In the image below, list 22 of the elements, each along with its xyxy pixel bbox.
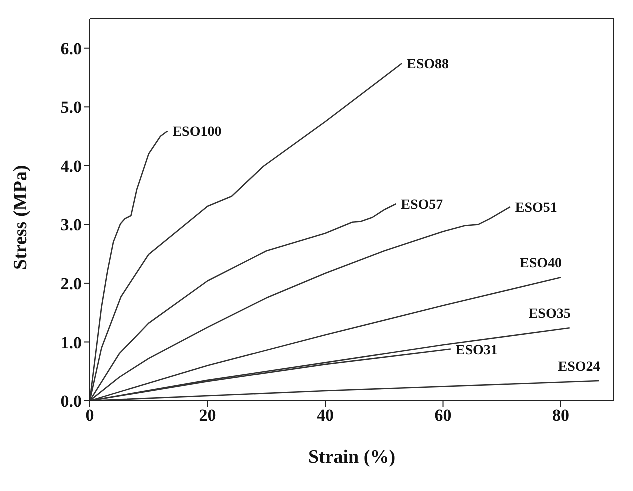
- x-tick-label: 20: [199, 406, 216, 426]
- series-label: ESO40: [520, 256, 562, 272]
- series-label: ESO88: [407, 58, 450, 73]
- series-label: ESO24: [558, 360, 600, 376]
- x-axis-title: Strain (%): [308, 447, 396, 468]
- series-label: ESO31: [456, 343, 498, 358]
- y-tick-label: 3.0: [60, 216, 82, 235]
- series-label: ESO35: [528, 307, 571, 322]
- x-tick-label: 80: [552, 406, 570, 426]
- series-label: ESO100: [172, 125, 222, 140]
- y-tick-label: 0.0: [60, 392, 82, 412]
- y-tick-label: 6.0: [60, 39, 82, 58]
- y-tick-label: 2.0: [60, 274, 82, 294]
- y-axis-title: Stress (MPa): [10, 165, 32, 270]
- y-tick-label: 4.0: [60, 156, 82, 176]
- x-tick-label: 40: [317, 406, 334, 426]
- y-tick-label: 1.0: [60, 333, 82, 352]
- series-label: ESO51: [515, 201, 558, 216]
- x-tick-label: 0: [86, 406, 94, 426]
- y-tick-label: 5.0: [60, 98, 82, 118]
- x-tick-label: 60: [434, 406, 452, 426]
- series-label: ESO57: [401, 198, 444, 214]
